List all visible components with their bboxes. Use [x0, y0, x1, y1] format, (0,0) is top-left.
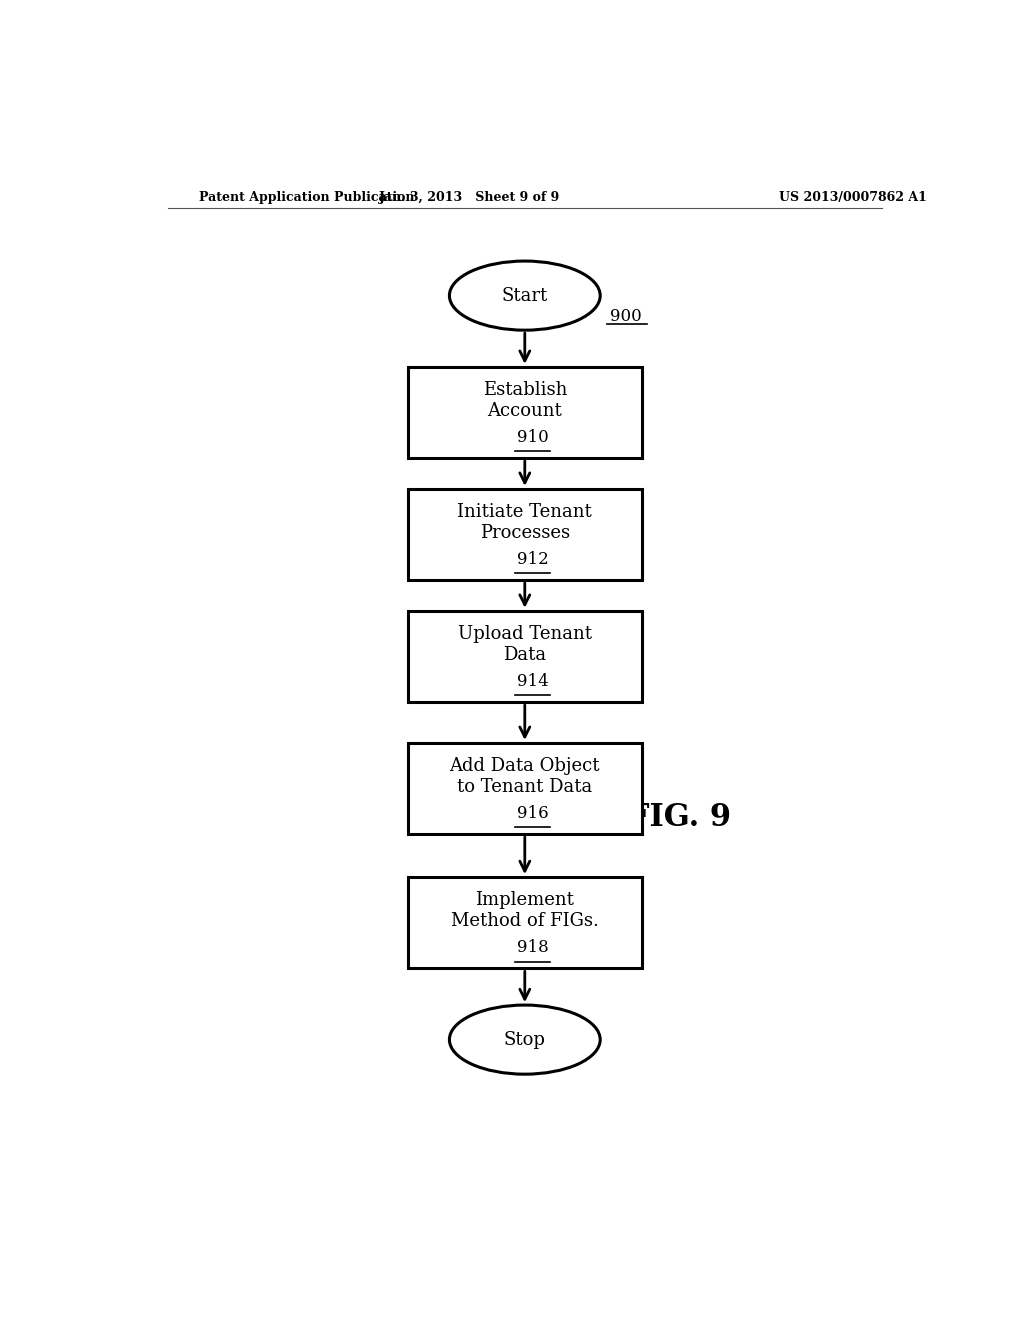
Text: 918: 918	[517, 939, 549, 956]
Text: FIG. 9: FIG. 9	[628, 801, 731, 833]
Text: 900: 900	[609, 308, 641, 325]
Text: Patent Application Publication: Patent Application Publication	[200, 190, 415, 203]
Text: 910: 910	[517, 429, 549, 446]
FancyBboxPatch shape	[408, 611, 642, 702]
Text: Establish
Account: Establish Account	[482, 381, 567, 420]
Text: 916: 916	[517, 805, 549, 822]
Text: Jan. 3, 2013   Sheet 9 of 9: Jan. 3, 2013 Sheet 9 of 9	[379, 190, 560, 203]
Ellipse shape	[450, 261, 600, 330]
FancyBboxPatch shape	[408, 876, 642, 969]
Text: Implement
Method of FIGs.: Implement Method of FIGs.	[451, 891, 599, 931]
FancyBboxPatch shape	[408, 488, 642, 581]
Text: Add Data Object
to Tenant Data: Add Data Object to Tenant Data	[450, 758, 600, 796]
Text: 912: 912	[517, 550, 549, 568]
Ellipse shape	[450, 1005, 600, 1074]
Text: US 2013/0007862 A1: US 2013/0007862 A1	[778, 190, 927, 203]
Text: Upload Tenant
Data: Upload Tenant Data	[458, 626, 592, 664]
Text: 914: 914	[517, 673, 549, 689]
Text: Initiate Tenant
Processes: Initiate Tenant Processes	[458, 503, 592, 543]
Text: Start: Start	[502, 286, 548, 305]
FancyBboxPatch shape	[408, 367, 642, 458]
FancyBboxPatch shape	[408, 743, 642, 834]
Text: Stop: Stop	[504, 1031, 546, 1048]
